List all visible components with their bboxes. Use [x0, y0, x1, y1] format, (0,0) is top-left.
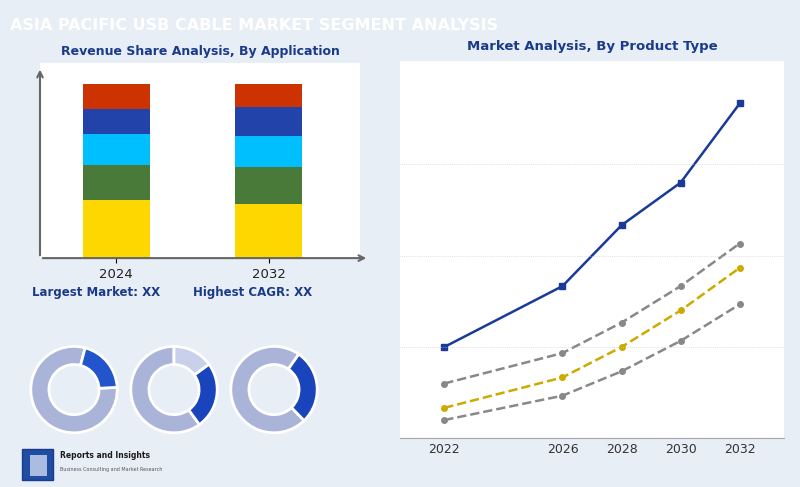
Bar [82, 200, 150, 258]
FancyBboxPatch shape [22, 449, 54, 480]
Wedge shape [174, 346, 209, 375]
Bar [82, 109, 150, 134]
Text: Reports and Insights: Reports and Insights [61, 451, 150, 460]
Bar [82, 84, 150, 109]
Text: Business Consulting and Market Research: Business Consulting and Market Research [61, 467, 163, 472]
Title: Revenue Share Analysis, By Application: Revenue Share Analysis, By Application [61, 45, 339, 58]
Title: Market Analysis, By Product Type: Market Analysis, By Product Type [466, 40, 718, 53]
Bar [82, 166, 150, 200]
Bar [235, 204, 302, 258]
Bar [235, 167, 302, 204]
Bar [82, 134, 150, 166]
Text: ASIA PACIFIC USB CABLE MARKET SEGMENT ANALYSIS: ASIA PACIFIC USB CABLE MARKET SEGMENT AN… [10, 18, 498, 33]
Bar [235, 136, 302, 167]
Text: Highest CAGR: XX: Highest CAGR: XX [193, 286, 312, 299]
Bar [235, 84, 302, 107]
Wedge shape [189, 364, 217, 425]
Bar [235, 107, 302, 136]
Text: Largest Market: XX: Largest Market: XX [32, 286, 160, 299]
Wedge shape [231, 346, 304, 433]
FancyBboxPatch shape [30, 455, 47, 475]
Wedge shape [288, 354, 317, 421]
Wedge shape [81, 348, 117, 388]
Wedge shape [131, 346, 199, 433]
Wedge shape [31, 346, 117, 433]
